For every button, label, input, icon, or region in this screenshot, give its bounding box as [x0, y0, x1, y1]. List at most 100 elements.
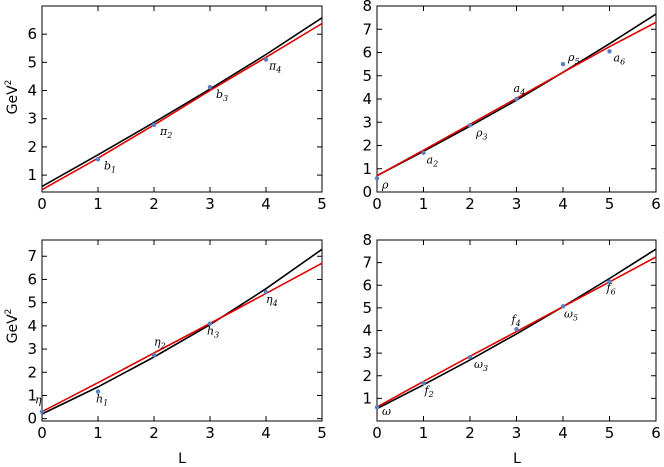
data-point: [263, 57, 269, 62]
y-tick-label: 0: [27, 410, 37, 428]
data-point: [467, 354, 473, 360]
point-label: b1: [104, 159, 116, 174]
point-label: ω5: [564, 307, 578, 322]
point-label: f6: [606, 282, 616, 297]
point-label: π2: [159, 125, 172, 140]
y-tick-label: 2: [27, 363, 37, 381]
y-tick-label: 7: [27, 247, 37, 265]
trajectory-curve-red: [376, 256, 657, 408]
y-tick-label: 2: [362, 137, 372, 155]
x-tick-label: 3: [205, 195, 215, 213]
x-tick-label: 1: [93, 195, 103, 213]
x-tick-label: 0: [372, 424, 382, 442]
y-tick-label: 1: [362, 160, 372, 178]
y-tick-label: 6: [362, 276, 372, 294]
y-tick-label: 1: [27, 386, 37, 404]
x-tick-label: 3: [512, 195, 522, 213]
x-tick-label: 5: [317, 424, 327, 442]
x-tick-label: 5: [605, 195, 615, 213]
y-tick-label: 4: [27, 82, 37, 100]
x-tick-label: 2: [149, 424, 159, 442]
y-tick-label: 3: [362, 113, 372, 131]
x-tick-label: 3: [512, 424, 522, 442]
point-label: π4: [268, 60, 281, 75]
point-label: ω: [382, 405, 391, 418]
point-label: ρ5: [567, 51, 580, 66]
data-point: [560, 304, 566, 309]
y-tick-label: 2: [27, 138, 37, 156]
x-tick-label: 5: [605, 424, 615, 442]
data-point: [374, 404, 380, 410]
y-tick-label: 4: [362, 90, 372, 108]
y-tick-label: 8: [362, 231, 372, 249]
y-tick-label: 4: [362, 322, 372, 340]
data-point: [607, 279, 612, 284]
x-tick-label: 4: [261, 195, 271, 213]
data-point: [467, 123, 473, 128]
trajectory-curve-black: [41, 17, 323, 188]
point-label: h1: [96, 393, 108, 408]
y-tick-label: 7: [362, 20, 372, 38]
x-tick-label: 6: [651, 424, 661, 442]
y-tick-label: 1: [362, 389, 372, 407]
data-point: [207, 84, 213, 90]
y-tick-label: 6: [27, 25, 37, 43]
x-tick-label: 6: [651, 195, 661, 213]
plot-frame: [41, 239, 323, 422]
y-tick-label: 0: [362, 183, 372, 201]
x-tick-label: 2: [465, 424, 475, 442]
x-tick-label: 0: [372, 195, 382, 213]
y-tick-label: 5: [362, 67, 372, 85]
data-point: [421, 150, 426, 155]
data-point: [514, 96, 519, 102]
data-point: [39, 409, 45, 414]
point-label: b3: [216, 88, 228, 103]
y-tick-label: 8: [362, 0, 372, 15]
x-tick-label: 1: [93, 424, 103, 442]
data-point: [151, 353, 157, 358]
data-point: [95, 157, 101, 162]
x-tick-label: 2: [149, 195, 159, 213]
x-axis-label-right: L: [513, 451, 521, 467]
x-tick-label: 2: [465, 195, 475, 213]
y-tick-label: 5: [362, 299, 372, 317]
x-tick-label: 4: [558, 195, 568, 213]
y-tick-label: 3: [362, 344, 372, 362]
point-label: f2: [424, 384, 434, 399]
y-tick-label: 5: [27, 53, 37, 71]
y-tick-label: 7: [362, 254, 372, 272]
data-point: [374, 176, 380, 181]
data-point: [95, 389, 101, 394]
data-point: [207, 321, 213, 326]
trajectory-curve-red: [41, 22, 323, 191]
y-tick-label: 2: [362, 367, 372, 385]
data-point: [421, 381, 426, 386]
trajectory-curve-red: [41, 262, 323, 413]
point-label: η: [35, 394, 42, 407]
x-tick-label: 4: [558, 424, 568, 442]
point-label: h3: [207, 325, 219, 340]
point-label: ρ3: [475, 126, 488, 141]
point-label: η4: [266, 293, 278, 308]
trajectory-curve-black: [41, 248, 323, 415]
point-label: a6: [614, 51, 626, 66]
y-axis-label-bottom: GeV2: [4, 309, 21, 344]
data-point: [514, 326, 519, 332]
data-point: [263, 290, 269, 295]
y-tick-label: 1: [27, 166, 37, 184]
x-axis-label-left: L: [178, 451, 186, 467]
x-tick-label: 3: [205, 424, 215, 442]
data-point: [607, 49, 612, 54]
point-label: a2: [427, 154, 439, 169]
x-tick-label: 5: [317, 195, 327, 213]
point-label: ω3: [474, 358, 488, 373]
y-tick-label: 3: [27, 340, 37, 358]
point-label: ρ: [381, 178, 389, 191]
y-tick-label: 3: [27, 110, 37, 128]
y-tick-label: 6: [362, 44, 372, 62]
x-tick-label: 1: [419, 424, 429, 442]
y-tick-label: 6: [27, 270, 37, 288]
point-label: a4: [514, 82, 526, 97]
data-point: [560, 61, 566, 67]
